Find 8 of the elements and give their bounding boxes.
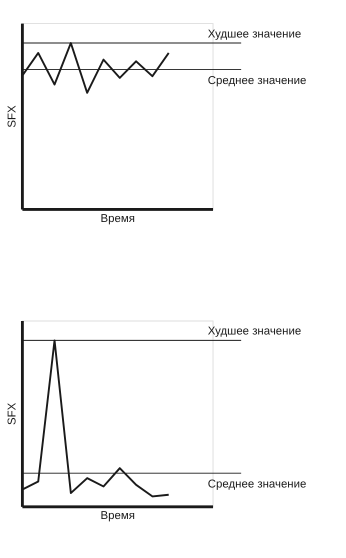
ref-line-label: Среднее значение [208,478,306,490]
y-axis-title: SFX [6,105,19,128]
x-axis-title: Время [100,212,135,225]
ref-line-label: Худшее значение [208,28,302,40]
ref-line-label: Худшее значение [208,326,302,338]
y-axis-title: SFX [6,402,19,426]
ref-line-label: Среднее значение [208,74,306,87]
x-axis-title: Время [100,510,135,522]
